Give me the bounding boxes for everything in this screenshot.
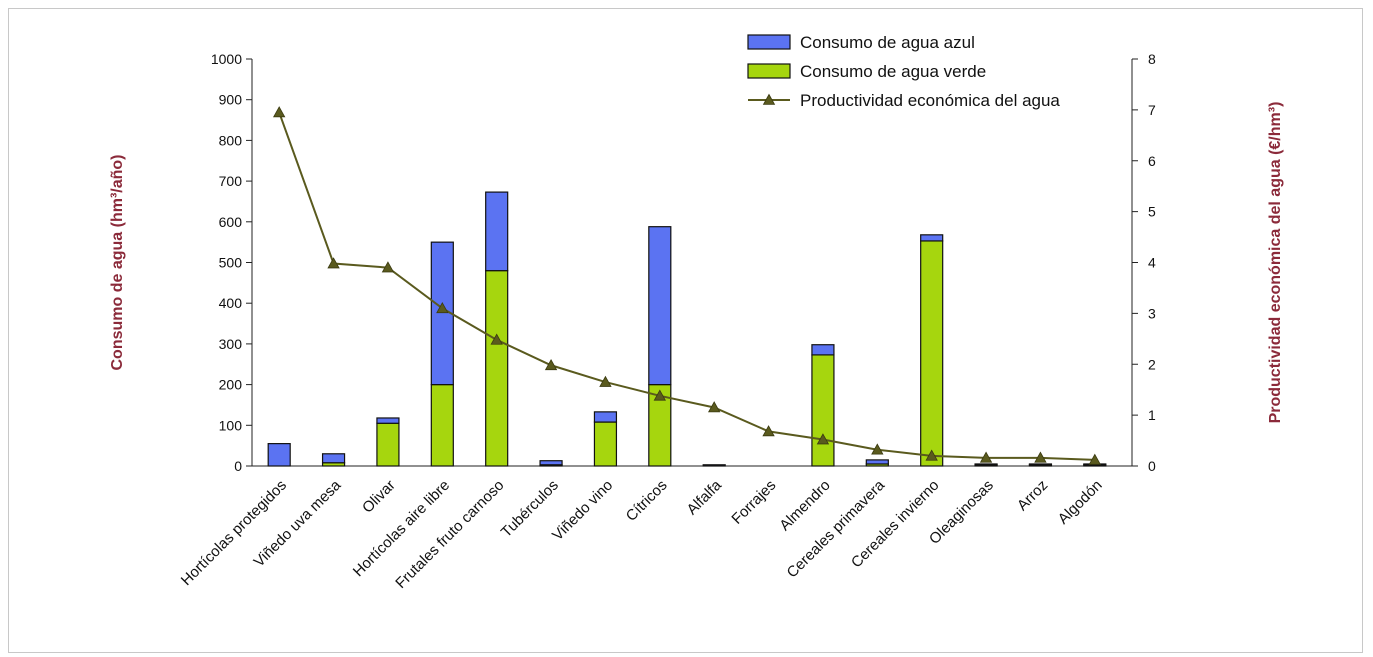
productivity-point <box>327 257 340 269</box>
productivity-point <box>544 358 558 371</box>
productivity-point <box>708 401 721 413</box>
right-axis-title: Productividad económica del agua (€/hm³) <box>1267 102 1284 424</box>
bar-segment <box>485 191 509 272</box>
productivity-point <box>1088 453 1101 465</box>
right-axis-tick-label: 2 <box>1148 356 1156 372</box>
right-axis-tick-label: 4 <box>1148 255 1156 271</box>
left-axis-title: Consumo de agua (hm³/año) <box>109 155 126 371</box>
bar-segment <box>865 459 889 465</box>
productivity-point <box>925 449 938 461</box>
left-axis-tick-label: 0 <box>234 458 242 474</box>
bar-segment <box>811 344 835 356</box>
legend: Consumo de agua azul Consumo de agua verd… <box>747 33 1060 110</box>
productivity-point <box>436 301 449 314</box>
productivity-point <box>599 375 612 387</box>
left-axis-tick-label: 900 <box>219 92 243 108</box>
legend-entry-label: Consumo de agua verde <box>800 62 986 81</box>
bar-segment <box>376 417 400 424</box>
category-label: Cítricos <box>623 477 671 525</box>
legend-entry-label: Consumo de agua azul <box>800 33 975 52</box>
bar-segment <box>539 460 563 466</box>
productivity-point <box>273 106 286 118</box>
productivity-point <box>762 425 775 437</box>
bar-segment <box>267 443 291 467</box>
left-axis-tick-label: 500 <box>219 255 243 271</box>
left-axis-tick-label: 800 <box>219 132 243 148</box>
bar-segment <box>920 234 944 242</box>
productivity-point <box>816 433 830 445</box>
productivity-point <box>653 389 666 401</box>
right-axis-tick-label: 8 <box>1148 51 1156 67</box>
category-label: Forrajes <box>728 477 779 528</box>
productivity-point <box>1034 451 1047 463</box>
productivity-point <box>871 443 884 455</box>
legend-swatch <box>747 63 791 79</box>
category-label: Arroz <box>1014 477 1051 514</box>
bar-segment <box>593 421 618 467</box>
bar-segment <box>485 270 509 467</box>
bar-segment <box>376 422 400 467</box>
productivity-point <box>490 333 503 345</box>
productivity-point <box>979 451 993 463</box>
bar-segment <box>811 354 835 467</box>
bar-segment <box>1028 463 1053 466</box>
productivity-line <box>278 112 1095 461</box>
productivity-point <box>381 261 395 273</box>
bar-segment <box>430 241 454 386</box>
bar-segment <box>593 411 618 423</box>
category-label: Alfalfa <box>684 476 726 518</box>
bar-segment <box>321 453 346 464</box>
category-label: Hortícolas aire libre <box>350 477 453 580</box>
legend-swatch <box>747 34 791 50</box>
left-axis-tick-label: 200 <box>219 377 243 393</box>
category-label: Olivar <box>359 477 399 517</box>
bar-segment <box>430 384 454 467</box>
category-label: Algodón <box>1055 477 1106 528</box>
bar-segment <box>974 463 998 466</box>
bar-segment <box>920 240 944 467</box>
bar-segment <box>702 464 726 467</box>
right-axis-tick-label: 5 <box>1148 204 1156 220</box>
left-axis-tick-label: 1000 <box>211 51 242 67</box>
left-axis-tick-label: 300 <box>219 336 243 352</box>
left-axis-tick-label: 700 <box>219 173 243 189</box>
category-label: Cereales primavera <box>784 476 889 581</box>
right-axis-tick-label: 1 <box>1148 407 1156 423</box>
right-axis-tick-label: 3 <box>1148 305 1156 321</box>
right-axis-tick-label: 0 <box>1148 458 1156 474</box>
category-label: Frutales fruto carnoso <box>392 477 507 592</box>
legend-marker <box>762 93 776 105</box>
right-axis-tick-label: 6 <box>1148 153 1156 169</box>
category-label: Hortícolas protegidos <box>178 477 290 589</box>
left-axis-tick-label: 600 <box>219 214 243 230</box>
chart-frame <box>8 8 1363 653</box>
bar-segment <box>648 226 672 386</box>
legend-entry-label: Productividad económica del agua <box>800 91 1060 110</box>
category-label: Almendro <box>776 477 833 534</box>
left-axis-tick-label: 400 <box>219 295 243 311</box>
right-axis-tick-label: 7 <box>1148 102 1156 118</box>
left-axis-tick-label: 100 <box>219 417 243 433</box>
